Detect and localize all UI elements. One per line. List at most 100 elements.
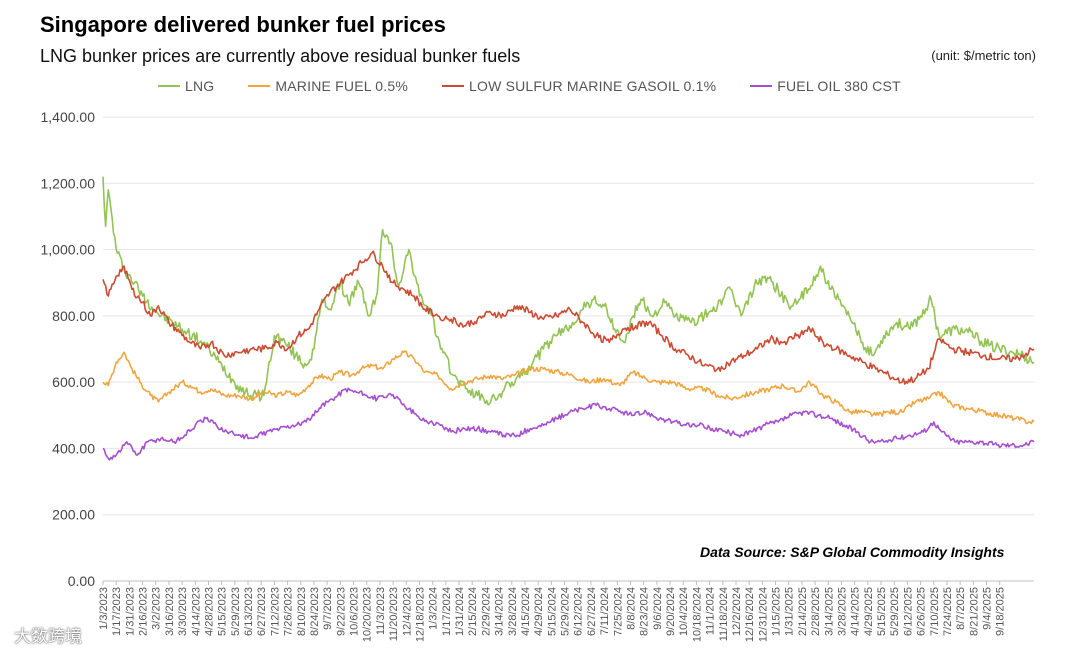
- legend-label-lng: LNG: [185, 78, 215, 94]
- unit-label: (unit: $/metric ton): [931, 48, 1036, 63]
- x-tick-label: 11/18/2024: [718, 587, 730, 641]
- x-tick-label: 4/14/2023: [190, 587, 202, 636]
- x-tick-label: 10/4/2024: [678, 587, 690, 636]
- gridlines: [103, 116, 1034, 582]
- x-tick-label: 2/14/2025: [797, 587, 809, 636]
- x-tick-label: 1/31/2023: [124, 587, 136, 636]
- x-tick-label: 5/15/2023: [217, 587, 229, 636]
- x-tick-label: 7/26/2023: [283, 587, 295, 636]
- x-tick-label: 3/28/2024: [507, 587, 519, 636]
- x-tick-label: 10/18/2024: [691, 587, 703, 642]
- x-tick-label: 7/10/2025: [929, 587, 941, 636]
- x-tick-label: 5/15/2025: [876, 587, 888, 636]
- x-tick-label: 11/1/2024: [705, 587, 717, 635]
- x-tick-label: 5/29/2023: [230, 587, 242, 636]
- legend-swatch-lng: [158, 85, 180, 87]
- x-tick-label: 1/17/2024: [441, 587, 453, 636]
- watermark-logo: 大数跨境: [14, 627, 82, 646]
- x-tick-label: 6/27/2024: [586, 587, 598, 636]
- x-tick-label: 11/20/2023: [388, 587, 400, 641]
- x-tick-label: 1/15/2025: [771, 587, 783, 636]
- chart-legend: LNG MARINE FUEL 0.5% LOW SULFUR MARINE G…: [158, 78, 901, 94]
- x-tick-label: 8/8/2024: [625, 587, 637, 630]
- x-tick-label: 1/17/2023: [111, 587, 123, 636]
- x-tick-label: 12/16/2024: [744, 587, 756, 642]
- x-tick-label: 9/4/2025: [982, 587, 994, 630]
- legend-label-lsmgo: LOW SULFUR MARINE GASOIL 0.1%: [469, 78, 717, 94]
- y-tick-label: 800.00: [52, 308, 95, 324]
- x-tick-label: 7/25/2024: [612, 587, 624, 636]
- x-tick-label: 9/6/2024: [652, 587, 664, 630]
- x-tick-label: 7/24/2025: [942, 587, 954, 636]
- x-tick-label: 4/29/2025: [863, 587, 875, 636]
- x-tick-label: 6/12/2024: [573, 587, 585, 636]
- x-tick-label: 5/29/2024: [560, 587, 572, 636]
- x-tick-label: 1/3/2023: [98, 587, 110, 630]
- y-tick-label: 1,200.00: [41, 175, 96, 191]
- x-tick-label: 8/24/2023: [309, 587, 321, 636]
- legend-swatch-marine-fuel: [248, 85, 271, 87]
- x-tick-label: 3/14/2025: [823, 587, 835, 636]
- legend-item-marine-fuel: MARINE FUEL 0.5%: [248, 78, 408, 94]
- legend-swatch-lsmgo: [442, 85, 464, 87]
- y-tick-label: 400.00: [52, 440, 95, 456]
- series-line-1: [102, 350, 1035, 425]
- x-tick-label: 9/18/2025: [995, 587, 1007, 636]
- x-tick-label: 3/28/2025: [836, 587, 848, 636]
- series-line-2: [102, 250, 1035, 385]
- y-axis-tick-labels: 0.00 200.00 400.00 600.00 800.00 1,000.00 1,20…: [41, 109, 96, 589]
- x-tick-label: 4/15/2024: [520, 587, 532, 636]
- x-tick-label: 12/31/2024: [757, 587, 769, 642]
- x-tick-label: 3/16/2023: [164, 587, 176, 636]
- data-series: [102, 176, 1035, 461]
- x-tick-label: 9/7/2023: [322, 587, 334, 630]
- chart-title: Singapore delivered bunker fuel prices: [40, 12, 446, 37]
- x-tick-label: 2/28/2025: [810, 587, 822, 636]
- x-tick-label: 9/22/2023: [335, 587, 347, 636]
- x-tick-label: 8/10/2023: [296, 587, 308, 636]
- legend-item-lng: LNG: [158, 78, 214, 94]
- data-source-note: Data Source: S&P Global Commodity Insigh…: [700, 544, 1005, 560]
- y-tick-label: 600.00: [52, 374, 95, 390]
- y-tick-label: 0.00: [68, 573, 95, 589]
- x-tick-label: 4/29/2024: [533, 587, 545, 636]
- x-tick-label: 7/11/2024: [599, 587, 611, 635]
- x-tick-label: 5/29/2025: [889, 587, 901, 636]
- legend-item-lsmgo: LOW SULFUR MARINE GASOIL 0.1%: [442, 78, 716, 94]
- y-tick-label: 1,000.00: [41, 242, 96, 258]
- series-line-0: [102, 176, 1035, 406]
- x-tick-label: 12/2/2024: [731, 587, 743, 636]
- series-line-3: [102, 387, 1035, 461]
- x-tick-label: 12/4/2023: [401, 587, 413, 636]
- x-tick-label: 6/13/2023: [243, 587, 255, 636]
- x-tick-label: 1/3/2024: [428, 587, 440, 630]
- x-tick-label: 4/14/2025: [850, 587, 862, 636]
- x-tick-label: 9/20/2024: [665, 587, 677, 636]
- x-tick-label: 2/29/2024: [480, 587, 492, 636]
- legend-label-marine-fuel: MARINE FUEL 0.5%: [275, 78, 408, 94]
- x-axis-tick-labels: 1/3/2023 1/17/2023 1/31/2023 2/16/2023 3/2/2…: [98, 581, 1007, 642]
- x-tick-label: 12/18/2023: [414, 587, 426, 642]
- x-tick-label: 7/12/2023: [269, 587, 281, 636]
- x-tick-label: 6/27/2023: [256, 587, 268, 636]
- x-tick-label: 8/7/2025: [955, 587, 967, 630]
- x-tick-label: 3/2/2023: [151, 587, 163, 630]
- legend-label-fuel-oil: FUEL OIL 380 CST: [777, 78, 901, 94]
- x-tick-label: 4/28/2023: [203, 587, 215, 636]
- x-tick-label: 11/3/2023: [375, 587, 387, 635]
- x-tick-label: 2/15/2024: [467, 587, 479, 636]
- x-tick-label: 2/16/2023: [138, 587, 150, 636]
- x-tick-label: 8/23/2024: [639, 587, 651, 636]
- x-tick-label: 8/21/2025: [968, 587, 980, 636]
- x-tick-label: 6/12/2025: [902, 587, 914, 636]
- y-tick-label: 1,400.00: [41, 109, 96, 125]
- x-tick-label: 3/14/2024: [494, 587, 506, 636]
- x-tick-label: 6/26/2025: [916, 587, 928, 636]
- y-tick-label: 200.00: [52, 507, 95, 523]
- x-tick-label: 1/31/2025: [784, 587, 796, 636]
- chart-subtitle: LNG bunker prices are currently above re…: [40, 46, 521, 66]
- x-tick-label: 3/30/2023: [177, 587, 189, 636]
- x-tick-label: 10/6/2023: [349, 587, 361, 636]
- x-tick-label: 5/15/2024: [546, 587, 558, 636]
